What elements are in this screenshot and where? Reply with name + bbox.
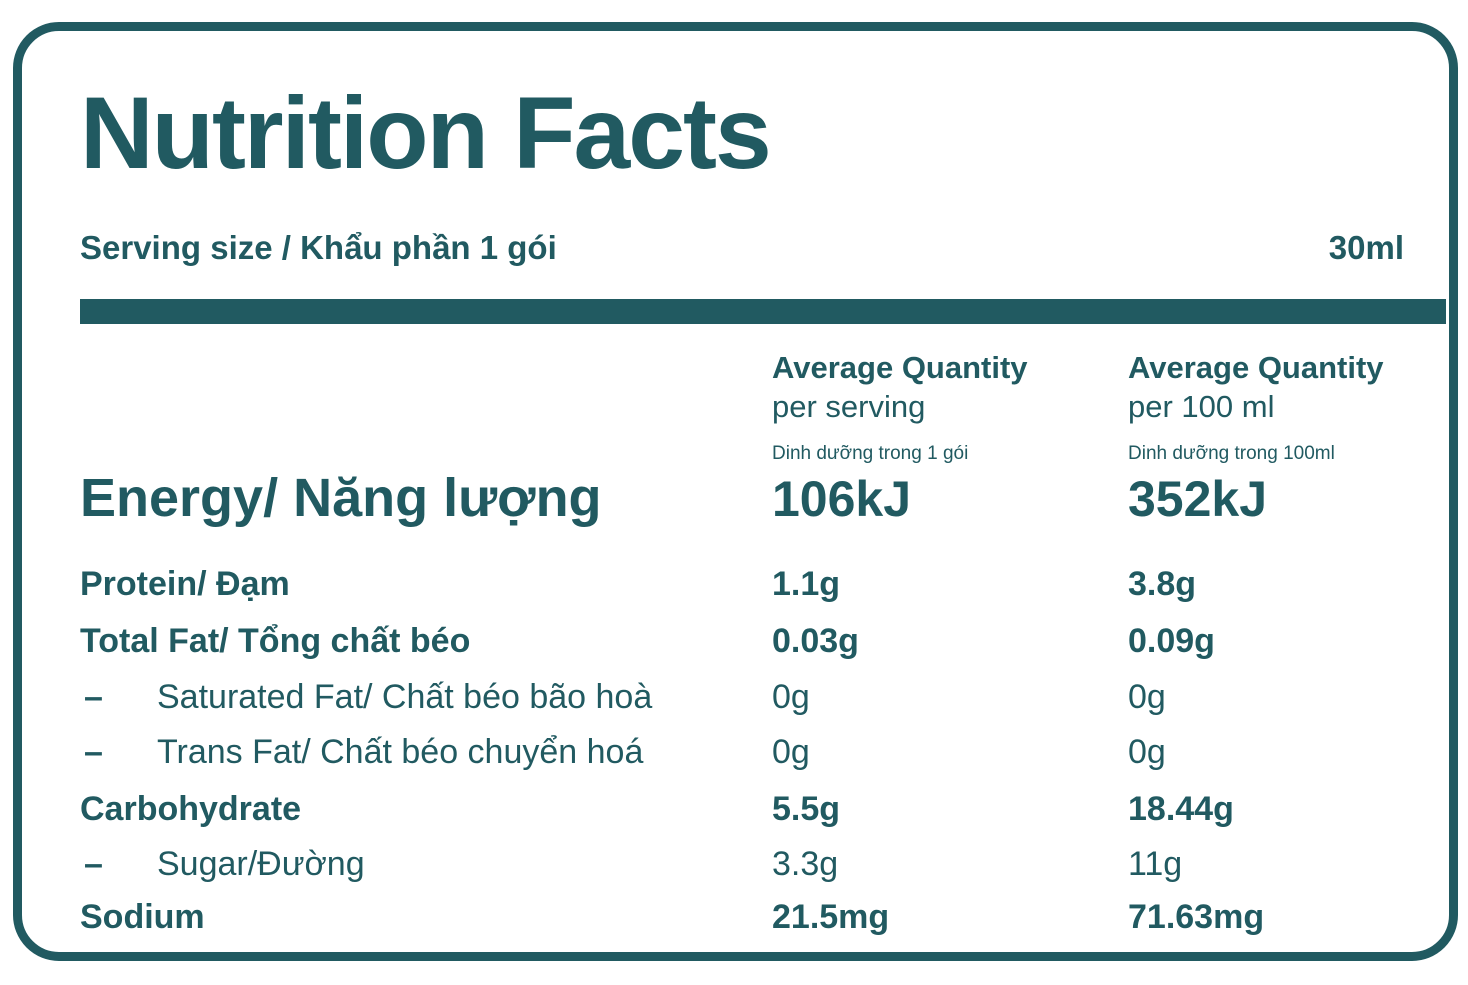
per-serving-value: 0.03g	[772, 622, 859, 660]
per-100ml-value: 18.44g	[1128, 790, 1234, 828]
nutrient-name-text: Trans Fat/ Chất béo chuyển hoá	[157, 733, 644, 771]
nutrient-name: – Sugar/Đường	[80, 844, 772, 885]
serving-size-value: 30ml	[1328, 229, 1404, 266]
label-title: Nutrition Facts	[80, 76, 772, 190]
nutrient-row-sugar: – Sugar/Đường 3.3g 11g	[80, 844, 1446, 885]
nutrient-name: Protein/ Đạm	[80, 565, 290, 603]
nutrient-name: Total Fat/ Tổng chất béo	[80, 622, 471, 660]
nutrient-row-protein: Protein/ Đạm 1.1g 3.8g	[80, 564, 1446, 605]
column-subtitle: per 100 ml	[1128, 388, 1275, 424]
column-title: Average Quantity	[772, 350, 1028, 385]
per-serving-value: 0g	[772, 678, 810, 716]
serving-size-row: Serving size / Khẩu phần 1 gói 30ml	[80, 229, 1446, 267]
column-header-per-100ml: Average Quantity per 100 ml Dinh dưỡng t…	[1128, 349, 1446, 465]
nutrient-row-energy: Energy/ Năng lượng 106kJ 352kJ	[80, 468, 1446, 528]
dash-bullet: –	[84, 733, 103, 771]
nutrient-table: Energy/ Năng lượng 106kJ 352kJ Protein/ …	[80, 31, 1446, 985]
dash-bullet: –	[84, 845, 103, 883]
per-serving-value: 5.5g	[772, 790, 841, 828]
per-100ml-value: 3.8g	[1128, 565, 1197, 603]
nutrient-row-trans-fat: – Trans Fat/ Chất béo chuyển hoá 0g 0g	[80, 732, 1446, 773]
serving-size-label: Serving size / Khẩu phần 1 gói	[80, 229, 557, 266]
per-serving-value: 106kJ	[772, 471, 912, 527]
per-100ml-value: 71.63mg	[1128, 898, 1265, 936]
nutrient-row-carbohydrate: Carbohydrate 5.5g 18.44g	[80, 789, 1446, 830]
nutrient-row-total-fat: Total Fat/ Tổng chất béo 0.03g 0.09g	[80, 621, 1446, 662]
nutrient-name: Energy/ Năng lượng	[80, 468, 602, 528]
dash-bullet: –	[84, 678, 103, 716]
nutrient-name: – Trans Fat/ Chất béo chuyển hoá	[80, 732, 772, 773]
label-border-box: Nutrition Facts Serving size / Khẩu phần…	[13, 22, 1458, 961]
column-note-vietnamese: Dinh dưỡng trong 1 gói	[772, 442, 969, 464]
per-100ml-value: 11g	[1128, 845, 1183, 883]
column-subtitle: per serving	[772, 388, 926, 424]
per-100ml-value: 352kJ	[1128, 471, 1268, 527]
column-header-per-serving: Average Quantity per serving Dinh dưỡng …	[772, 349, 1128, 465]
per-serving-value: 0g	[772, 733, 810, 771]
per-100ml-value: 0.09g	[1128, 622, 1215, 660]
nutrient-name: Sodium	[80, 898, 205, 936]
thick-divider-bar	[80, 299, 1446, 324]
per-serving-value: 21.5mg	[772, 898, 890, 936]
per-serving-value: 3.3g	[772, 845, 839, 883]
per-100ml-value: 0g	[1128, 733, 1166, 771]
column-note-vietnamese: Dinh dưỡng trong 100ml	[1128, 442, 1335, 464]
per-100ml-value: 0g	[1128, 678, 1166, 716]
column-headers: Average Quantity per serving Dinh dưỡng …	[80, 349, 1446, 479]
column-title: Average Quantity	[1128, 350, 1384, 385]
nutrient-name-text: Saturated Fat/ Chất béo bão hoà	[157, 678, 653, 716]
nutrient-row-sodium: Sodium 21.5mg 71.63mg	[80, 897, 1446, 938]
per-serving-value: 1.1g	[772, 565, 841, 603]
nutrient-name: Carbohydrate	[80, 790, 302, 828]
nutrient-row-saturated-fat: – Saturated Fat/ Chất béo bão hoà 0g 0g	[80, 677, 1446, 718]
nutrient-name-text: Sugar/Đường	[157, 845, 365, 883]
nutrient-name: – Saturated Fat/ Chất béo bão hoà	[80, 677, 772, 718]
